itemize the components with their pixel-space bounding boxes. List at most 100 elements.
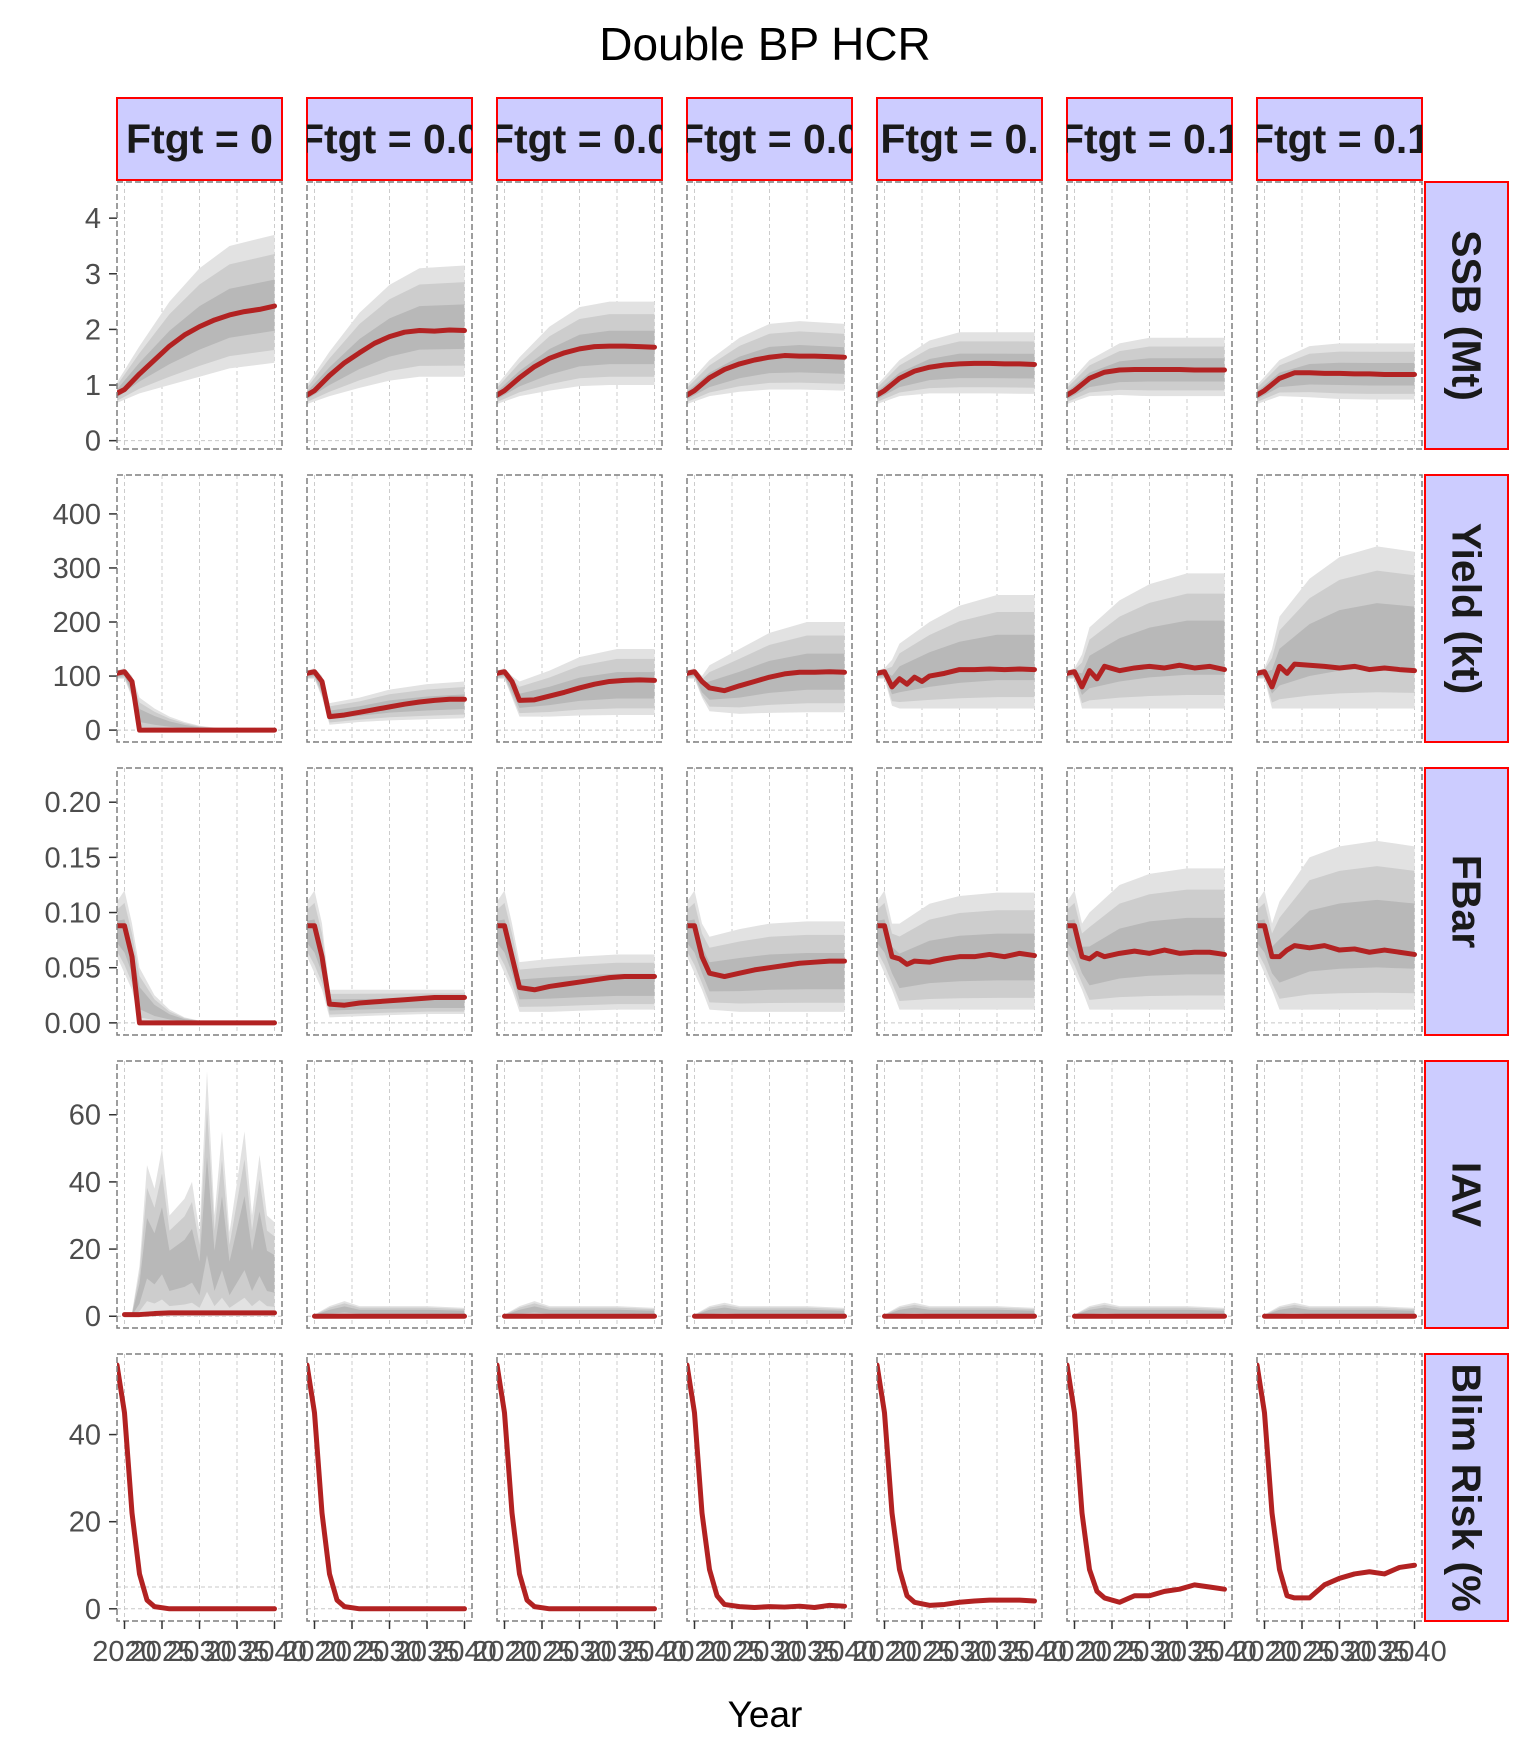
panel-r1-c4 (686, 181, 853, 450)
strip-background (1066, 97, 1233, 181)
x-tick-label: 2035 (965, 1636, 1030, 1668)
facet-strip-row-5: Blim Risk (% (1424, 1353, 1509, 1622)
panel-r1-c5 (876, 181, 1043, 450)
panel-border (876, 767, 1043, 1036)
median-line (117, 303, 277, 396)
strip-label: Ftgt = 0.1 (1059, 116, 1240, 162)
panel-r4-c5 (876, 1060, 1043, 1329)
median-line (117, 923, 277, 1026)
panel-border (496, 474, 663, 743)
median-line (687, 923, 847, 980)
y-tick-label: 40 (69, 1167, 101, 1199)
strip-background (1424, 767, 1509, 1036)
panel-r2-c7 (1256, 474, 1423, 743)
median-line (1257, 661, 1417, 690)
uncertainty-band-3 (307, 304, 465, 400)
panel-r3-c7 (1256, 767, 1423, 1036)
panel-border (686, 767, 853, 1036)
panel-r1-c7 (1256, 181, 1423, 450)
panel-plot-area (877, 332, 1037, 404)
strip-background (686, 97, 853, 181)
panel-r5-c3 (496, 1353, 663, 1622)
facet-strip-col-4: Ftgt = 0.0 (686, 97, 853, 181)
panel-plot-area (687, 1362, 847, 1610)
panel-r2-c5 (876, 474, 1043, 743)
panel-r3-c6 (1066, 767, 1233, 1036)
panel-border (306, 1060, 473, 1329)
panel-border (306, 181, 473, 450)
panel-plot-area (687, 622, 847, 714)
panel-plot-area (1067, 573, 1227, 709)
facet-strip-col-5: Ftgt = 0. (876, 97, 1043, 181)
panel-r5-c2 (306, 1353, 473, 1622)
median-line (117, 669, 277, 733)
uncertainty-band-3 (307, 671, 465, 720)
facet-strip-row-1: SSB (Mt) (1424, 181, 1509, 450)
chart-title: Double BP HCR (599, 18, 931, 70)
panel-plot-area (687, 890, 847, 1012)
x-tick-label: 2020 (472, 1636, 537, 1668)
facet-strip-row-4: IAV (1424, 1060, 1509, 1329)
panel-r4-c3 (496, 1060, 663, 1329)
x-tick-label: 2020 (282, 1636, 347, 1668)
panel-plot-area (877, 890, 1037, 1010)
median-line (877, 1362, 1037, 1608)
strip-background (116, 97, 283, 181)
uncertainty-band-3 (1264, 1307, 1415, 1316)
panel-border (686, 1060, 853, 1329)
y-tick-label: 300 (53, 553, 101, 585)
panel-border (1256, 767, 1423, 1036)
panel-plot-area (117, 1362, 277, 1612)
x-tick-label: 2035 (395, 1636, 460, 1668)
strip-background (876, 97, 1043, 181)
strip-label: Blim Risk (% (1444, 1363, 1490, 1611)
uncertainty-band-3 (504, 1306, 655, 1316)
x-tick-label: 2030 (357, 1636, 422, 1668)
panel-plot-area (117, 234, 277, 403)
panel-plot-area (307, 890, 467, 1018)
y-tick-label: 0.00 (45, 1008, 101, 1040)
y-tick-label: 0.15 (45, 842, 101, 874)
uncertainty-band-3 (1257, 899, 1415, 983)
panel-plot-area (877, 594, 1037, 709)
median-line (1067, 1362, 1227, 1605)
y-tick-label: 0 (85, 1594, 101, 1626)
facet-strip-col-6: Ftgt = 0.1 (1059, 97, 1240, 181)
x-tick-label: 2035 (1155, 1636, 1220, 1668)
x-tick-label: 2025 (320, 1636, 385, 1668)
panel-r5-c1 (116, 1353, 283, 1622)
panels-layer: Ftgt = 0 Ftgt = 0.0 Ftgt = 0.0 Ftgt = 0.0 Ft… (45, 97, 1509, 1668)
panel-border (876, 181, 1043, 450)
panel-border (1256, 1060, 1423, 1329)
facet-strip-row-2: Yield (kt) (1424, 474, 1509, 743)
panel-border (686, 181, 853, 450)
panel-plot-area (312, 1301, 467, 1319)
panel-border (1066, 767, 1233, 1036)
panel-border (1066, 1060, 1233, 1329)
panel-plot-area (882, 1302, 1037, 1319)
facet-strip-col-1: Ftgt = 0 (116, 97, 283, 181)
y-tick-label: 0 (85, 715, 101, 747)
panel-border (496, 181, 663, 450)
median-line (687, 669, 847, 694)
x-tick-label: 2030 (547, 1636, 612, 1668)
y-tick-label: 200 (53, 607, 101, 639)
x-tick-label: 2030 (737, 1636, 802, 1668)
uncertainty-band-3 (117, 279, 275, 398)
x-tick-label: 2035 (775, 1636, 840, 1668)
x-tick-label: 2030 (1307, 1636, 1372, 1668)
panel-r5-c7 (1256, 1353, 1423, 1622)
median-line (877, 666, 1037, 690)
x-tick-label: 2035 (585, 1636, 650, 1668)
strip-label: Ftgt = 0.0 (489, 116, 670, 162)
panel-border (116, 1060, 283, 1329)
x-tick-label: 2020 (662, 1636, 727, 1668)
median-line (1257, 370, 1417, 398)
panel-plot-area (117, 890, 277, 1026)
strip-background (306, 97, 473, 181)
y-tick-label: 100 (53, 661, 101, 693)
median-line (1067, 923, 1227, 962)
x-tick-label: 2025 (510, 1636, 575, 1668)
panel-r2-c3 (496, 474, 663, 743)
panel-r4-c6 (1066, 1060, 1233, 1329)
